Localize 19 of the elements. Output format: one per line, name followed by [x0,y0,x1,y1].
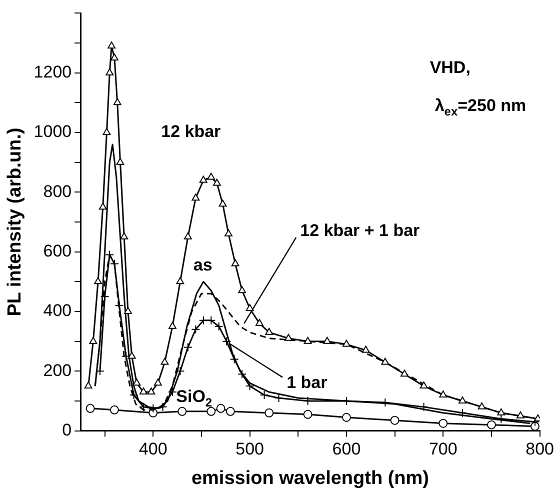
y-tick-label: 1000 [34,122,72,142]
y-tick-label: 800 [43,182,72,201]
x-tick-label: 600 [332,440,361,459]
y-axis-title: PL intensity (arb.un.) [4,128,26,316]
text: 12 kbar + 1 bar [300,221,420,240]
x-tick-label: 800 [526,440,554,459]
y-tick-label: 200 [43,360,72,380]
annotation: VHD, [430,58,470,77]
x-tick-label: 700 [428,440,458,459]
y-tick-label: 600 [43,242,72,261]
series-label: as [193,255,212,274]
x-tick-label: 400 [138,440,168,459]
series-label: 12 kbar [161,122,222,141]
x-axis-title: emission wavelength (nm) [191,468,429,489]
series-label: 1 bar [286,373,328,392]
y-tick-label: 0 [62,420,72,440]
x-tick-label: 500 [236,440,264,459]
y-tick-label: 400 [43,301,72,320]
y-tick-label: 1200 [34,62,72,82]
